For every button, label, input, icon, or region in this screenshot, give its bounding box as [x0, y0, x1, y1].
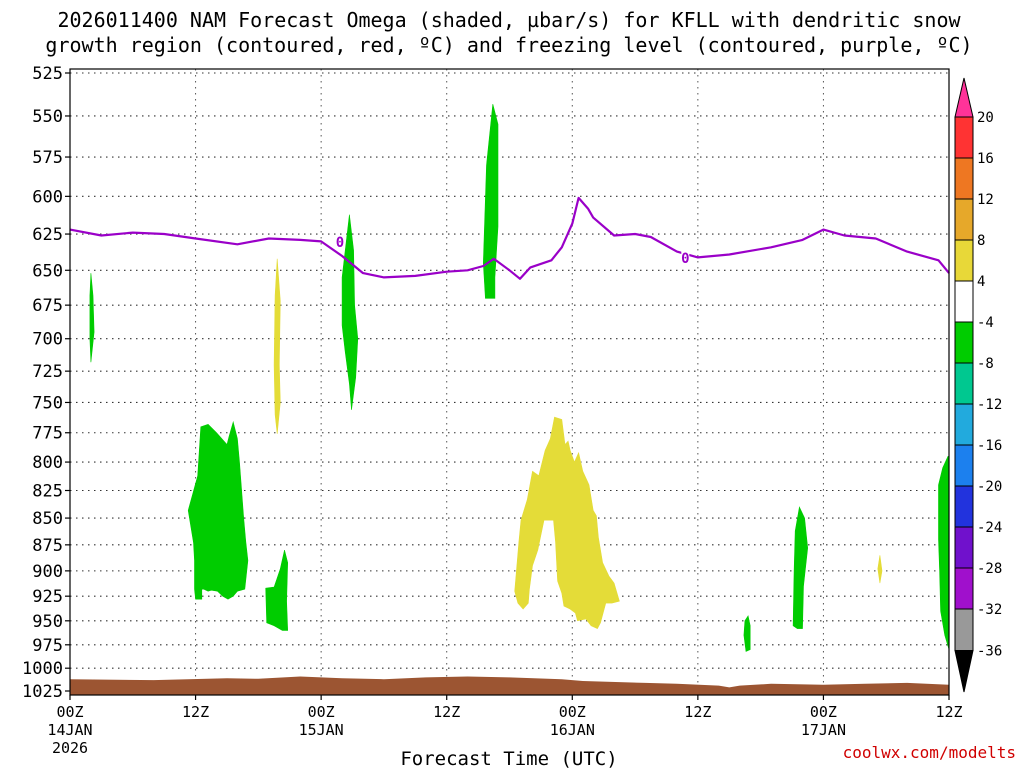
colorbar-label-8: -16	[977, 438, 1002, 454]
colorbar-segment-10	[954, 485, 974, 528]
y-tick-label-975: 975	[32, 636, 63, 656]
omega-region-3	[273, 258, 281, 434]
x-tick-date-0: 14JAN	[47, 721, 92, 739]
colorbar-label-0: 20	[977, 110, 994, 126]
omega-region-6	[482, 104, 499, 299]
pressure-axis: 525 550 575 600 625 650 675 700 725 750 775 800 825 8…	[22, 64, 70, 702]
omega-region-4	[265, 550, 289, 631]
x-axis-title: Forecast Time (UTC)	[400, 748, 617, 768]
plot-frame	[69, 68, 950, 696]
x-tick-label-36: 12Z	[433, 703, 460, 721]
x-tick-label-12: 12Z	[182, 703, 209, 721]
colorbar-label-10: -24	[977, 520, 1002, 536]
chart-title-line1: 2026011400 NAM Forecast Omega (shaded, µ…	[57, 8, 961, 32]
y-tick-label-650: 650	[32, 261, 63, 281]
y-tick-label-525: 525	[32, 64, 63, 84]
colorbar-label-2: 12	[977, 192, 994, 208]
y-tick-label-775: 775	[32, 424, 63, 444]
x-tick-year-0: 2026	[52, 739, 88, 757]
y-tick-label-850: 850	[32, 509, 63, 529]
y-tick-label-1000: 1000	[22, 659, 63, 679]
y-tick-label-875: 875	[32, 536, 63, 556]
colorbar-label-3: 8	[977, 233, 985, 249]
colorbar-segment-2	[954, 157, 974, 200]
colorbar-label-13: -36	[977, 644, 1002, 660]
freezing-label-bg-2	[681, 251, 690, 266]
colorbar-segment-9	[954, 444, 974, 487]
omega-region-9	[792, 506, 809, 629]
x-tick-date-72: 17JAN	[801, 721, 846, 739]
colorbar-label-9: -20	[977, 479, 1002, 495]
ground-fill	[70, 676, 949, 695]
x-tick-date-48: 16JAN	[550, 721, 595, 739]
y-tick-label-625: 625	[32, 225, 63, 245]
colorbar-label-1: 16	[977, 151, 994, 167]
y-tick-label-925: 925	[32, 587, 63, 607]
x-tick-label-0: 00Z	[56, 703, 83, 721]
colorbar-segment-13	[954, 608, 974, 651]
y-tick-label-750: 750	[32, 393, 63, 413]
y-tick-label-700: 700	[32, 330, 63, 350]
colorbar-label-7: -12	[977, 397, 1002, 413]
omega-region-5	[341, 214, 359, 410]
x-tick-label-84: 12Z	[935, 703, 962, 721]
y-tick-label-950: 950	[32, 612, 63, 632]
omega-region-1	[89, 273, 95, 363]
chart-title-line2: growth region (contoured, red, ºC) and f…	[45, 33, 972, 57]
colorbar-segment-7	[954, 362, 974, 405]
colorbar-label-6: -8	[977, 356, 994, 372]
omega-region-11	[938, 455, 950, 650]
omega-region-10	[877, 555, 883, 584]
y-tick-label-725: 725	[32, 362, 63, 382]
colorbar-label-5: -4	[977, 315, 994, 331]
y-tick-label-675: 675	[32, 296, 63, 316]
freezing-level-line	[69, 196, 950, 280]
y-tick-label-575: 575	[32, 148, 63, 168]
colorbar-segment-1	[954, 116, 974, 159]
x-tick-label-48: 00Z	[559, 703, 586, 721]
y-tick-label-800: 800	[32, 453, 63, 473]
x-tick-label-24: 00Z	[308, 703, 335, 721]
y-tick-label-900: 900	[32, 562, 63, 582]
colorbar-segment-14	[954, 650, 974, 693]
y-tick-label-550: 550	[32, 107, 63, 127]
colorbar-segment-5	[954, 280, 974, 323]
colorbar-label-4: 4	[977, 274, 985, 290]
colorbar-segment-3	[954, 198, 974, 241]
y-tick-label-600: 600	[32, 187, 63, 207]
x-tick-date-24: 15JAN	[299, 721, 344, 739]
omega-shaded-regions	[89, 104, 950, 652]
omega-region-8	[743, 615, 751, 652]
colorbar-segment-8	[954, 403, 974, 446]
colorbar-segment-4	[954, 239, 974, 282]
omega-region-2	[187, 420, 249, 600]
y-tick-label-825: 825	[32, 481, 63, 501]
freezing-level-label-2: 0	[681, 251, 689, 267]
freezing-label-bg-1	[335, 235, 344, 250]
colorbar-legend: 20 16 12 8 4 -4 -8 -12 -16 -20 -24 -28 -32 -36	[954, 77, 1002, 693]
credit-text[interactable]: coolwx.com/modelts	[843, 743, 1016, 762]
colorbar-label-11: -28	[977, 561, 1002, 577]
freezing-level-contour: 00	[69, 196, 950, 280]
x-tick-label-60: 12Z	[684, 703, 711, 721]
ground-terrain	[70, 676, 949, 695]
colorbar-segment-12	[954, 567, 974, 610]
colorbar-segment-6	[954, 321, 974, 364]
freezing-level-label-1: 0	[336, 235, 344, 251]
plot-background	[70, 69, 949, 695]
colorbar-segment-11	[954, 526, 974, 569]
omega-region-7	[514, 416, 620, 629]
colorbar-label-12: -32	[977, 602, 1002, 618]
y-tick-label-1025: 1025	[22, 682, 63, 702]
colorbar-segment-0	[954, 77, 974, 118]
x-tick-label-72: 00Z	[810, 703, 837, 721]
